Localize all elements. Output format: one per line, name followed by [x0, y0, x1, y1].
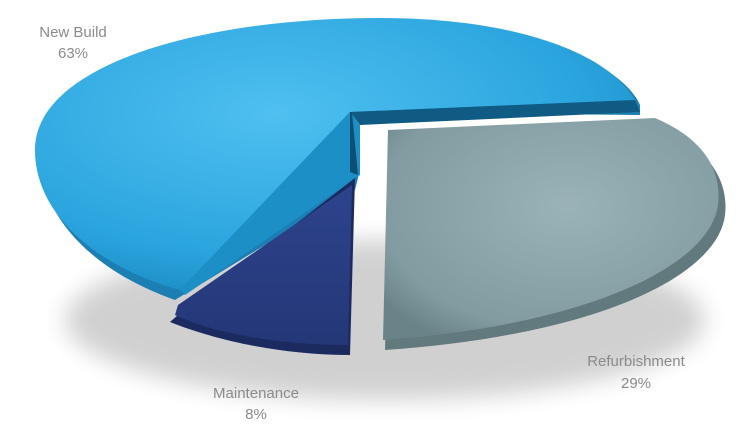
slice-refurbishment [383, 118, 726, 350]
label-maintenance-value: 8% [245, 406, 267, 423]
label-new-build-name: New Build [39, 24, 107, 41]
label-new-build-value: 63% [58, 45, 88, 62]
slice-new-build [35, 18, 640, 300]
label-refurbishment-name: Refurbishment [587, 353, 685, 370]
label-maintenance-name: Maintenance [213, 385, 299, 402]
label-refurbishment-value: 29% [621, 375, 651, 392]
slice-maintenance [170, 178, 355, 355]
